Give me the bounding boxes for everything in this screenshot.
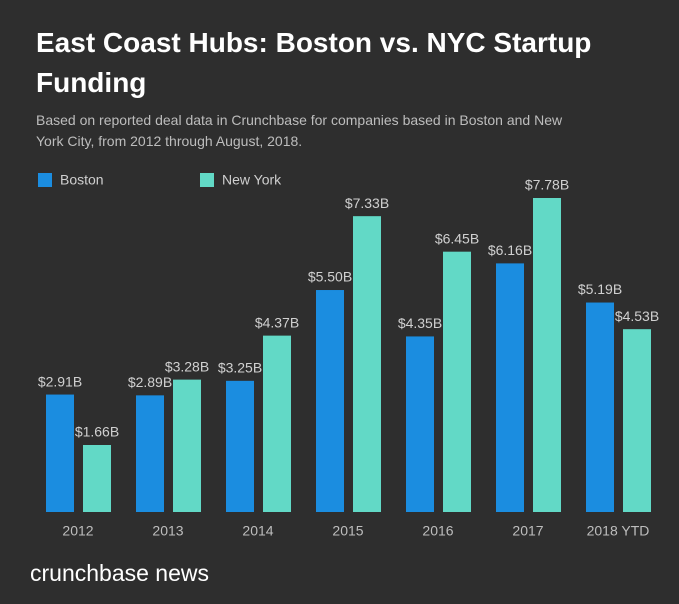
- x-tick-label: 2014: [242, 523, 273, 539]
- bar: [263, 335, 291, 512]
- bar: [226, 380, 254, 512]
- data-label: $5.19B: [578, 281, 622, 297]
- data-label: $5.50B: [308, 269, 352, 285]
- data-label: $7.33B: [345, 195, 389, 211]
- legend-label: New York: [222, 172, 282, 188]
- legend-swatch: [200, 173, 214, 187]
- x-tick-label: 2015: [332, 523, 363, 539]
- footer-brand: crunchbase news: [30, 560, 209, 586]
- bar: [443, 251, 471, 513]
- data-label: $7.78B: [525, 177, 569, 193]
- x-tick-label: 2016: [422, 523, 453, 539]
- data-label: $3.28B: [165, 358, 209, 374]
- bar: [353, 216, 381, 512]
- bar: [496, 263, 524, 512]
- data-label: $6.16B: [488, 242, 532, 258]
- data-label: $4.35B: [398, 315, 442, 331]
- bar: [406, 336, 434, 512]
- data-label: $6.45B: [435, 230, 479, 246]
- x-tick-label: 2017: [512, 523, 543, 539]
- data-label: $2.89B: [128, 374, 172, 390]
- x-tick-label: 2012: [62, 523, 93, 539]
- chart-title: East Coast Hubs: Boston vs. NYC Startup …: [36, 27, 599, 98]
- bar: [83, 445, 111, 512]
- x-tick-label: 2013: [152, 523, 183, 539]
- bar: [173, 379, 201, 512]
- data-label: $3.25B: [218, 360, 262, 376]
- legend-swatch: [38, 173, 52, 187]
- bar: [586, 302, 614, 512]
- data-label: $1.66B: [75, 424, 119, 440]
- bar: [623, 329, 651, 512]
- x-tick-label: 2018 YTD: [587, 523, 650, 539]
- bar: [136, 395, 164, 512]
- data-label: $4.37B: [255, 314, 299, 330]
- bar: [316, 290, 344, 512]
- legend-label: Boston: [60, 172, 104, 188]
- chart-subtitle: Based on reported deal data in Crunchbas…: [36, 112, 566, 149]
- bar: [46, 394, 74, 512]
- data-label: $2.91B: [38, 373, 82, 389]
- data-label: $4.53B: [615, 308, 659, 324]
- bar: [533, 198, 561, 512]
